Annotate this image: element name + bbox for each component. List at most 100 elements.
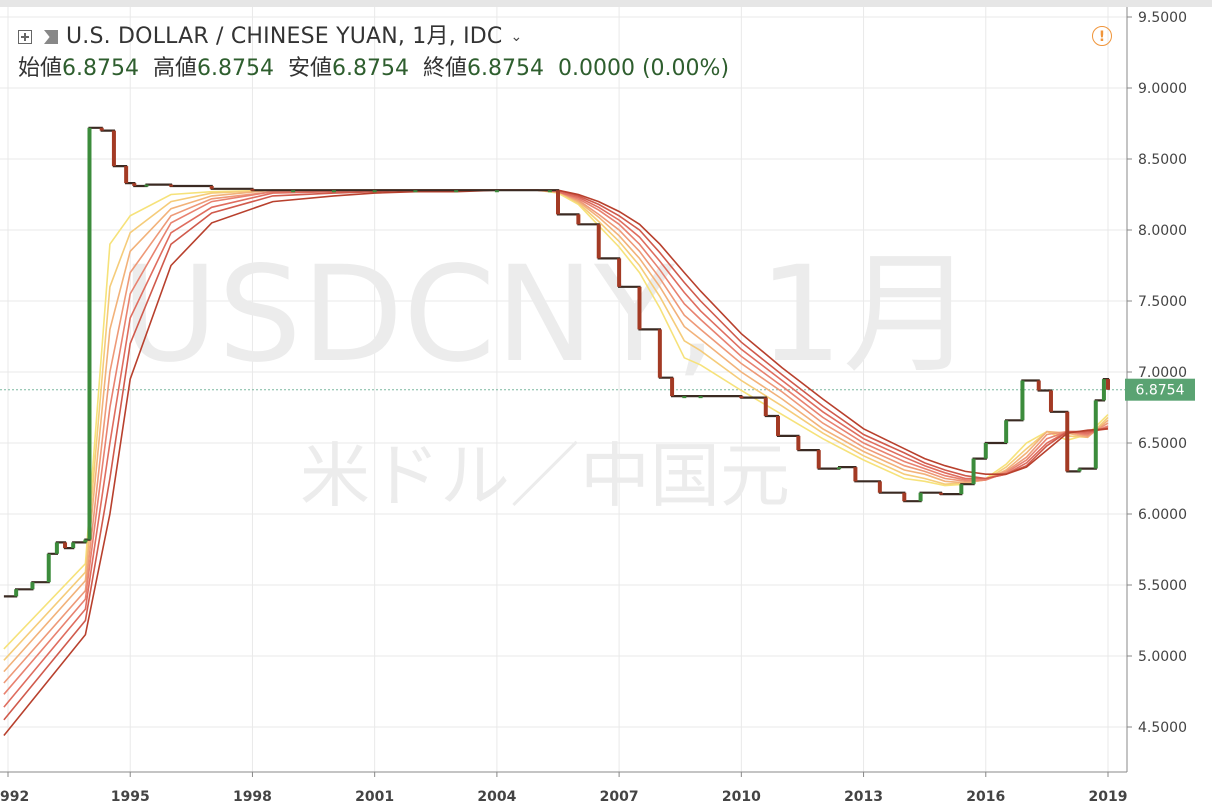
y-tick-label: 6.0000 — [1138, 507, 1187, 523]
x-tick-label: 1998 — [233, 789, 272, 805]
candle — [816, 450, 821, 469]
chevron-down-icon[interactable]: ⌄ — [510, 29, 523, 45]
y-tick-label: 7.5000 — [1138, 294, 1187, 310]
candle — [617, 258, 622, 287]
ohlc-open: 始値6.8754 — [18, 56, 139, 81]
candle — [983, 443, 988, 459]
ma-line — [3, 189, 1109, 695]
candle — [959, 484, 964, 495]
candle — [250, 188, 255, 191]
ohlc-high: 高値6.8754 — [153, 56, 274, 81]
candle — [938, 492, 943, 495]
y-tick-label: 5.5000 — [1138, 578, 1187, 594]
candle — [99, 127, 104, 131]
candle — [556, 190, 560, 215]
candle — [132, 183, 137, 186]
y-tick-label: 6.5000 — [1138, 436, 1187, 452]
candle — [877, 481, 882, 493]
candle — [1077, 468, 1082, 472]
watermark-name: 米ドル／中国元 — [300, 435, 790, 517]
last-price-tag-label: 6.8754 — [1136, 383, 1185, 399]
candle — [372, 190, 377, 193]
y-tick-label: 9.0000 — [1138, 81, 1187, 97]
candle — [1048, 390, 1053, 412]
y-tick-label: 4.5000 — [1138, 720, 1187, 736]
candle — [111, 130, 116, 167]
candle — [796, 435, 801, 451]
candle — [1065, 411, 1070, 472]
x-tick-label: 2016 — [966, 789, 1005, 805]
x-tick-label: 2019 — [1089, 789, 1128, 805]
price-series — [3, 126, 1110, 598]
candle — [637, 286, 642, 330]
expand-plus-icon[interactable] — [18, 30, 32, 44]
candle — [547, 190, 552, 193]
flag-icon — [44, 30, 58, 44]
candle — [124, 166, 129, 184]
candle — [1036, 380, 1041, 391]
x-axis: 992 1995 1998 2001 2004 2007 2010 2013 2016 2019 — [0, 772, 1127, 805]
chart-legend: U.S. DOLLAR / CHINESE YUAN, 1月, IDC ⌄ 始値… — [18, 22, 729, 84]
candle — [291, 190, 296, 193]
candle — [87, 127, 92, 540]
ma-line — [3, 189, 1109, 737]
y-tick-label: 9.5000 — [1138, 10, 1187, 26]
candle — [1101, 379, 1106, 401]
candle — [168, 184, 173, 187]
symbol-title: U.S. DOLLAR / CHINESE YUAN, 1月, IDC — [66, 24, 503, 49]
x-tick-label: 2010 — [722, 789, 761, 805]
candle — [454, 190, 459, 193]
candle — [670, 377, 675, 397]
candle — [576, 214, 581, 225]
candle — [71, 542, 76, 549]
candle — [698, 396, 703, 399]
candle — [30, 582, 35, 590]
last-price-tag: 6.8754 — [1125, 378, 1195, 401]
candle — [144, 184, 149, 187]
candle — [682, 396, 687, 399]
x-tick-label: 992 — [0, 789, 29, 805]
candle — [657, 329, 662, 378]
candle — [776, 416, 780, 436]
top-strip — [0, 0, 1212, 7]
watermark: USDCNY, 1月 米ドル／中国元 — [121, 238, 975, 517]
warning-icon[interactable]: ! — [1092, 26, 1112, 46]
change-value: 0.0000 (0.00%) — [558, 56, 730, 81]
ma-line — [3, 189, 1109, 721]
x-tick-label: 2004 — [477, 789, 516, 805]
candle — [853, 467, 858, 482]
candle — [763, 397, 768, 417]
candle — [63, 542, 68, 549]
candle — [83, 539, 88, 543]
symbol-row[interactable]: U.S. DOLLAR / CHINESE YUAN, 1月, IDC ⌄ — [18, 22, 729, 52]
candle — [1106, 379, 1110, 390]
candle — [902, 492, 907, 502]
candle — [971, 458, 976, 485]
candle — [494, 190, 499, 193]
x-tick-label: 2001 — [355, 789, 394, 805]
candle — [739, 396, 744, 399]
candle — [14, 589, 19, 597]
candle — [331, 190, 336, 193]
candle — [46, 553, 51, 583]
candle — [1093, 400, 1098, 469]
watermark-symbol: USDCNY, 1月 — [121, 238, 975, 392]
y-tick-label: 7.0000 — [1138, 365, 1187, 381]
candle — [209, 185, 214, 189]
y-tick-label: 8.0000 — [1138, 223, 1187, 239]
candle — [1004, 420, 1009, 443]
candle — [918, 492, 923, 502]
x-tick-label: 2013 — [844, 789, 883, 805]
x-tick-label: 1995 — [111, 789, 150, 805]
candle — [413, 190, 418, 193]
x-tick-label: 2007 — [600, 789, 639, 805]
candle — [596, 224, 601, 259]
candle — [54, 542, 59, 554]
y-axis: 9.5000 9.0000 8.5000 8.0000 7.5000 7.0000 6.50… — [1127, 10, 1187, 736]
candle — [837, 467, 842, 470]
ohlc-low: 安値6.8754 — [288, 56, 409, 81]
candle — [1020, 380, 1025, 421]
y-tick-label: 5.0000 — [1138, 649, 1187, 665]
y-tick-label: 8.5000 — [1138, 152, 1187, 168]
